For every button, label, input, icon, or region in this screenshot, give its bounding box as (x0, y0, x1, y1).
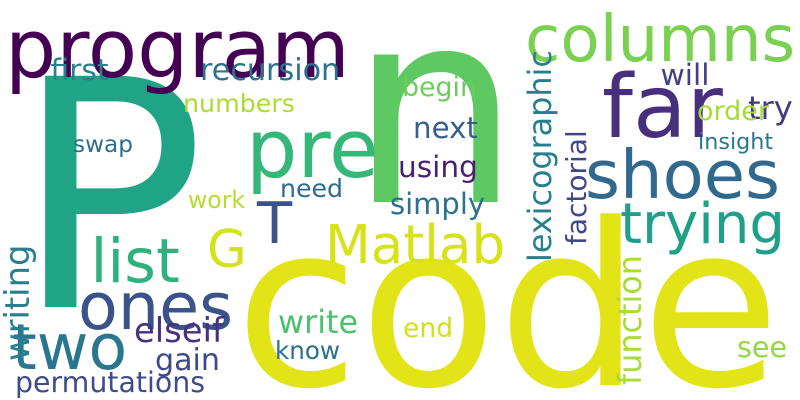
word-using: using (398, 150, 478, 184)
word-numbers: numbers (183, 88, 295, 118)
word-begin: begin (402, 71, 477, 103)
word-code: code (235, 175, 781, 400)
word-write: write (278, 303, 359, 341)
word-lexicographic: lexicographic (522, 50, 559, 262)
word-need: need (280, 173, 343, 203)
word-columns: columns (525, 2, 796, 77)
word-simply: simply (390, 186, 486, 221)
word-list: list (90, 227, 180, 297)
word-function: function (611, 255, 649, 385)
word-gain: gain (155, 342, 220, 378)
word-will: will (660, 58, 710, 93)
word-g: G (207, 219, 247, 280)
word-far: far (602, 55, 723, 158)
word-next: next (413, 110, 478, 145)
word-shoes: shoes (585, 135, 781, 214)
word-two: two (12, 310, 128, 384)
word-factorial: factorial (560, 130, 593, 245)
word-trying: trying (620, 192, 785, 257)
word-recursion: recursion (200, 52, 341, 88)
word-program: program (5, 2, 350, 97)
word-p: P (14, 12, 206, 382)
word-try: try (748, 89, 793, 127)
word-end: end (403, 312, 454, 344)
word-ones: ones (78, 270, 234, 345)
word-n: n (349, 0, 521, 266)
word-work: work (188, 186, 246, 214)
word-t: T (257, 189, 293, 257)
word-matlab: Matlab (325, 213, 506, 276)
word-first: first (50, 53, 109, 88)
word-elseif: elseif (134, 310, 224, 350)
word-swap: swap (73, 130, 133, 158)
word-permutations: permutations (15, 365, 206, 399)
word-pre: pre (246, 102, 379, 197)
word-insight: insight (698, 129, 774, 155)
word-writing: writing (0, 244, 37, 361)
word-order: order (697, 95, 769, 127)
word-see: see (737, 329, 788, 364)
word-know: know (275, 335, 340, 365)
